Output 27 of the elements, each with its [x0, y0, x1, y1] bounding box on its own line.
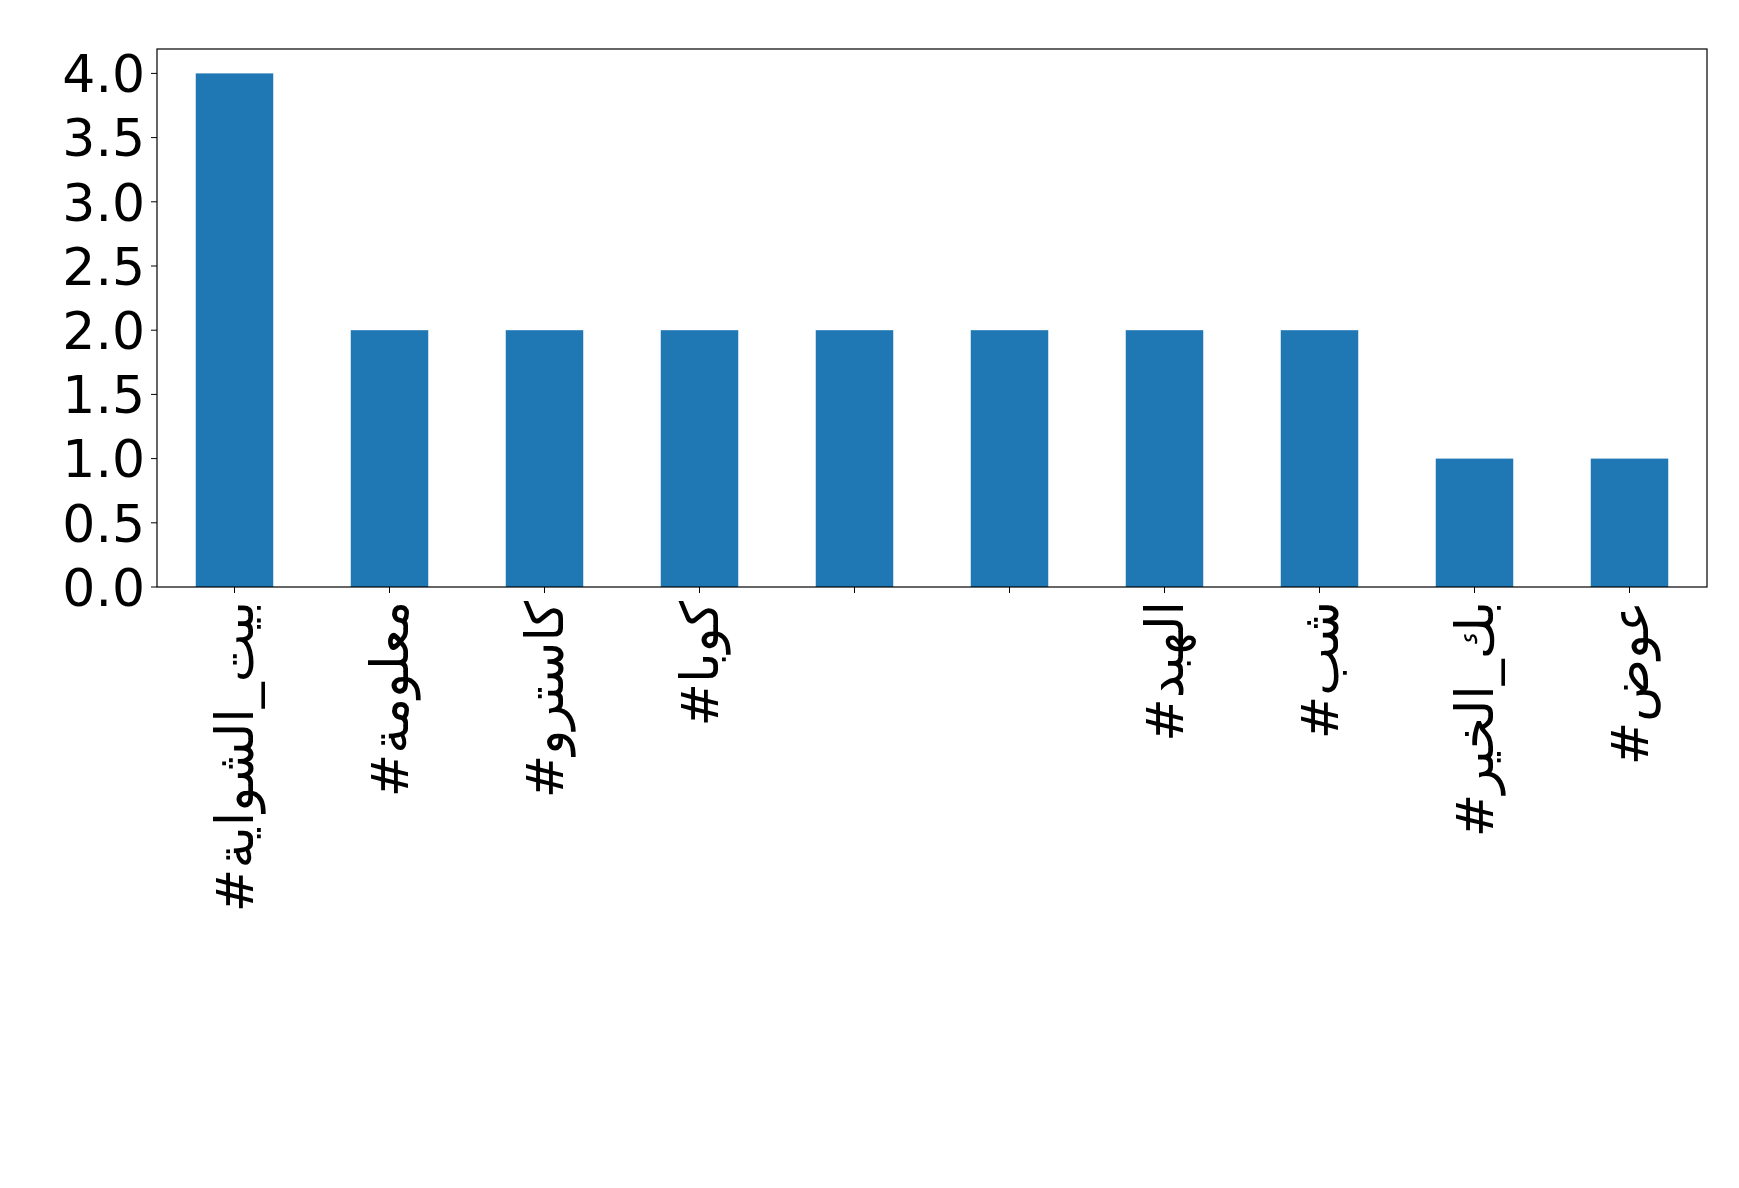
y-tick-label: 2.0	[62, 300, 145, 361]
y-tick-label: 2.5	[62, 236, 145, 297]
x-tick-label: #كاسترو	[515, 600, 577, 799]
bar	[1590, 458, 1669, 587]
bar	[1435, 458, 1514, 587]
y-tick-label: 0.0	[62, 557, 145, 618]
bar	[505, 330, 584, 587]
y-tick-label: 3.0	[62, 172, 145, 233]
x-tick-label: #كوبا	[670, 600, 732, 727]
x-tick-label: #بك_الخير	[1445, 601, 1507, 838]
y-tick-label: 1.0	[62, 429, 145, 490]
bar	[1125, 330, 1204, 587]
bar	[1280, 330, 1359, 587]
y-tick-label: 0.5	[62, 493, 145, 554]
bar	[195, 73, 274, 587]
x-tick-label: #معلومة	[360, 601, 422, 798]
x-tick-label: #بيت_الشواية	[205, 601, 267, 913]
x-tick-label: #الهبد	[1135, 601, 1197, 742]
x-tick-label: #شب	[1290, 601, 1351, 740]
y-tick-label: 1.5	[62, 365, 145, 426]
bar	[350, 330, 429, 587]
y-tick-label: 3.5	[62, 108, 145, 169]
bar	[660, 330, 739, 587]
y-tick-label: 4.0	[62, 44, 145, 105]
bar	[815, 330, 894, 587]
bar	[970, 330, 1049, 587]
x-tick-label: #عوض	[1600, 601, 1662, 766]
